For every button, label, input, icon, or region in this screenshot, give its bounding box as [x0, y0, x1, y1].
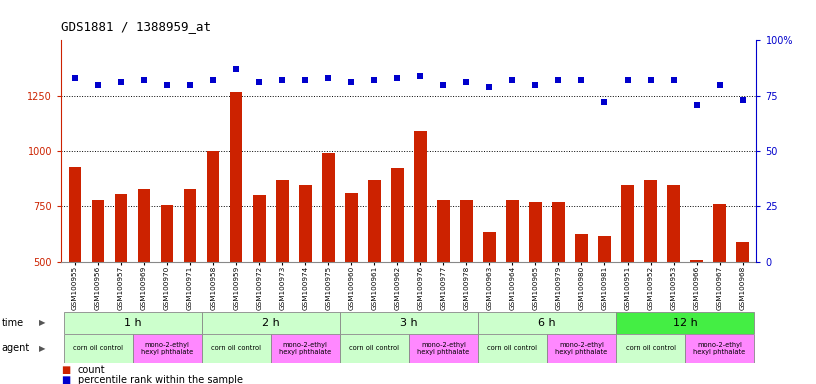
Text: 6 h: 6 h — [538, 318, 556, 328]
Point — [552, 77, 565, 83]
Bar — [368, 180, 380, 262]
Point — [736, 97, 749, 103]
Text: mono-2-ethyl
hexyl phthalate: mono-2-ethyl hexyl phthalate — [417, 342, 469, 355]
Point — [414, 73, 427, 79]
Bar — [460, 200, 472, 262]
Text: percentile rank within the sample: percentile rank within the sample — [78, 375, 242, 384]
Text: corn oil control: corn oil control — [626, 346, 676, 351]
Bar — [276, 180, 289, 262]
Text: count: count — [78, 365, 105, 375]
Point — [229, 66, 242, 72]
Point — [598, 99, 611, 106]
Point — [529, 81, 542, 88]
Text: mono-2-ethyl
hexyl phthalate: mono-2-ethyl hexyl phthalate — [279, 342, 331, 355]
Bar — [345, 193, 357, 262]
Bar — [713, 204, 726, 262]
Text: corn oil control: corn oil control — [73, 346, 123, 351]
Point — [460, 79, 473, 86]
Text: agent: agent — [2, 343, 30, 354]
Bar — [64, 334, 132, 363]
Bar — [690, 260, 703, 262]
Bar — [339, 334, 409, 363]
Bar — [616, 312, 754, 334]
Point — [713, 81, 726, 88]
Point — [575, 77, 588, 83]
Point — [299, 77, 312, 83]
Bar — [529, 202, 542, 262]
Bar — [253, 195, 265, 262]
Text: corn oil control: corn oil control — [487, 346, 538, 351]
Bar — [138, 189, 150, 262]
Bar — [478, 334, 547, 363]
Bar — [391, 168, 404, 262]
Bar — [644, 180, 657, 262]
Bar — [115, 194, 127, 262]
Point — [206, 77, 220, 83]
Bar — [552, 202, 565, 262]
Bar — [667, 185, 680, 262]
Bar — [69, 167, 82, 262]
Text: ■: ■ — [61, 365, 70, 375]
Bar — [736, 242, 749, 262]
Point — [506, 77, 519, 83]
Bar — [621, 185, 634, 262]
Bar — [437, 200, 450, 262]
Bar — [339, 312, 478, 334]
Bar — [184, 189, 197, 262]
Bar — [299, 185, 312, 262]
Bar — [685, 334, 754, 363]
Bar — [64, 312, 202, 334]
Text: 12 h: 12 h — [672, 318, 698, 328]
Point — [114, 79, 127, 86]
Point — [690, 101, 703, 108]
Point — [138, 77, 151, 83]
Bar — [616, 334, 685, 363]
Bar — [230, 92, 242, 262]
Point — [483, 84, 496, 90]
Point — [253, 79, 266, 86]
Bar — [132, 334, 202, 363]
Point — [368, 77, 381, 83]
Bar — [409, 334, 478, 363]
Text: time: time — [2, 318, 24, 328]
Bar — [547, 334, 616, 363]
Text: corn oil control: corn oil control — [211, 346, 261, 351]
Text: mono-2-ethyl
hexyl phthalate: mono-2-ethyl hexyl phthalate — [694, 342, 746, 355]
Point — [621, 77, 634, 83]
Bar — [322, 153, 335, 262]
Bar — [506, 200, 519, 262]
Bar — [483, 232, 495, 262]
Text: mono-2-ethyl
hexyl phthalate: mono-2-ethyl hexyl phthalate — [141, 342, 193, 355]
Bar — [206, 151, 220, 262]
Text: ▶: ▶ — [39, 344, 46, 353]
Point — [344, 79, 357, 86]
Text: 1 h: 1 h — [124, 318, 141, 328]
Point — [644, 77, 657, 83]
Bar — [91, 200, 104, 262]
Bar — [598, 237, 611, 262]
Text: mono-2-ethyl
hexyl phthalate: mono-2-ethyl hexyl phthalate — [556, 342, 608, 355]
Bar — [575, 234, 588, 262]
Point — [69, 75, 82, 81]
Point — [91, 81, 104, 88]
Bar — [202, 334, 271, 363]
Point — [437, 81, 450, 88]
Text: ■: ■ — [61, 375, 70, 384]
Text: 3 h: 3 h — [400, 318, 418, 328]
Bar — [271, 334, 339, 363]
Point — [667, 77, 680, 83]
Bar — [202, 312, 339, 334]
Point — [161, 81, 174, 88]
Bar — [478, 312, 616, 334]
Point — [322, 75, 335, 81]
Text: GDS1881 / 1388959_at: GDS1881 / 1388959_at — [61, 20, 211, 33]
Text: ▶: ▶ — [39, 318, 46, 328]
Point — [391, 75, 404, 81]
Bar — [414, 131, 427, 262]
Bar — [161, 205, 174, 262]
Text: corn oil control: corn oil control — [349, 346, 399, 351]
Text: 2 h: 2 h — [262, 318, 280, 328]
Point — [276, 77, 289, 83]
Point — [184, 81, 197, 88]
